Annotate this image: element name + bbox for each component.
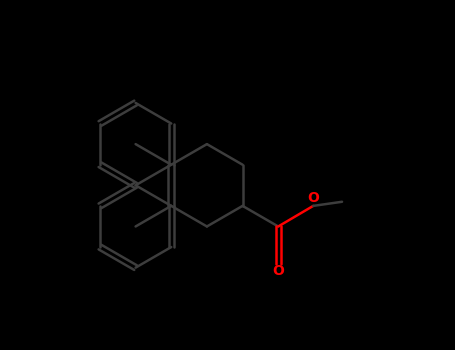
Text: O: O [272, 264, 284, 278]
Text: O: O [307, 191, 319, 205]
